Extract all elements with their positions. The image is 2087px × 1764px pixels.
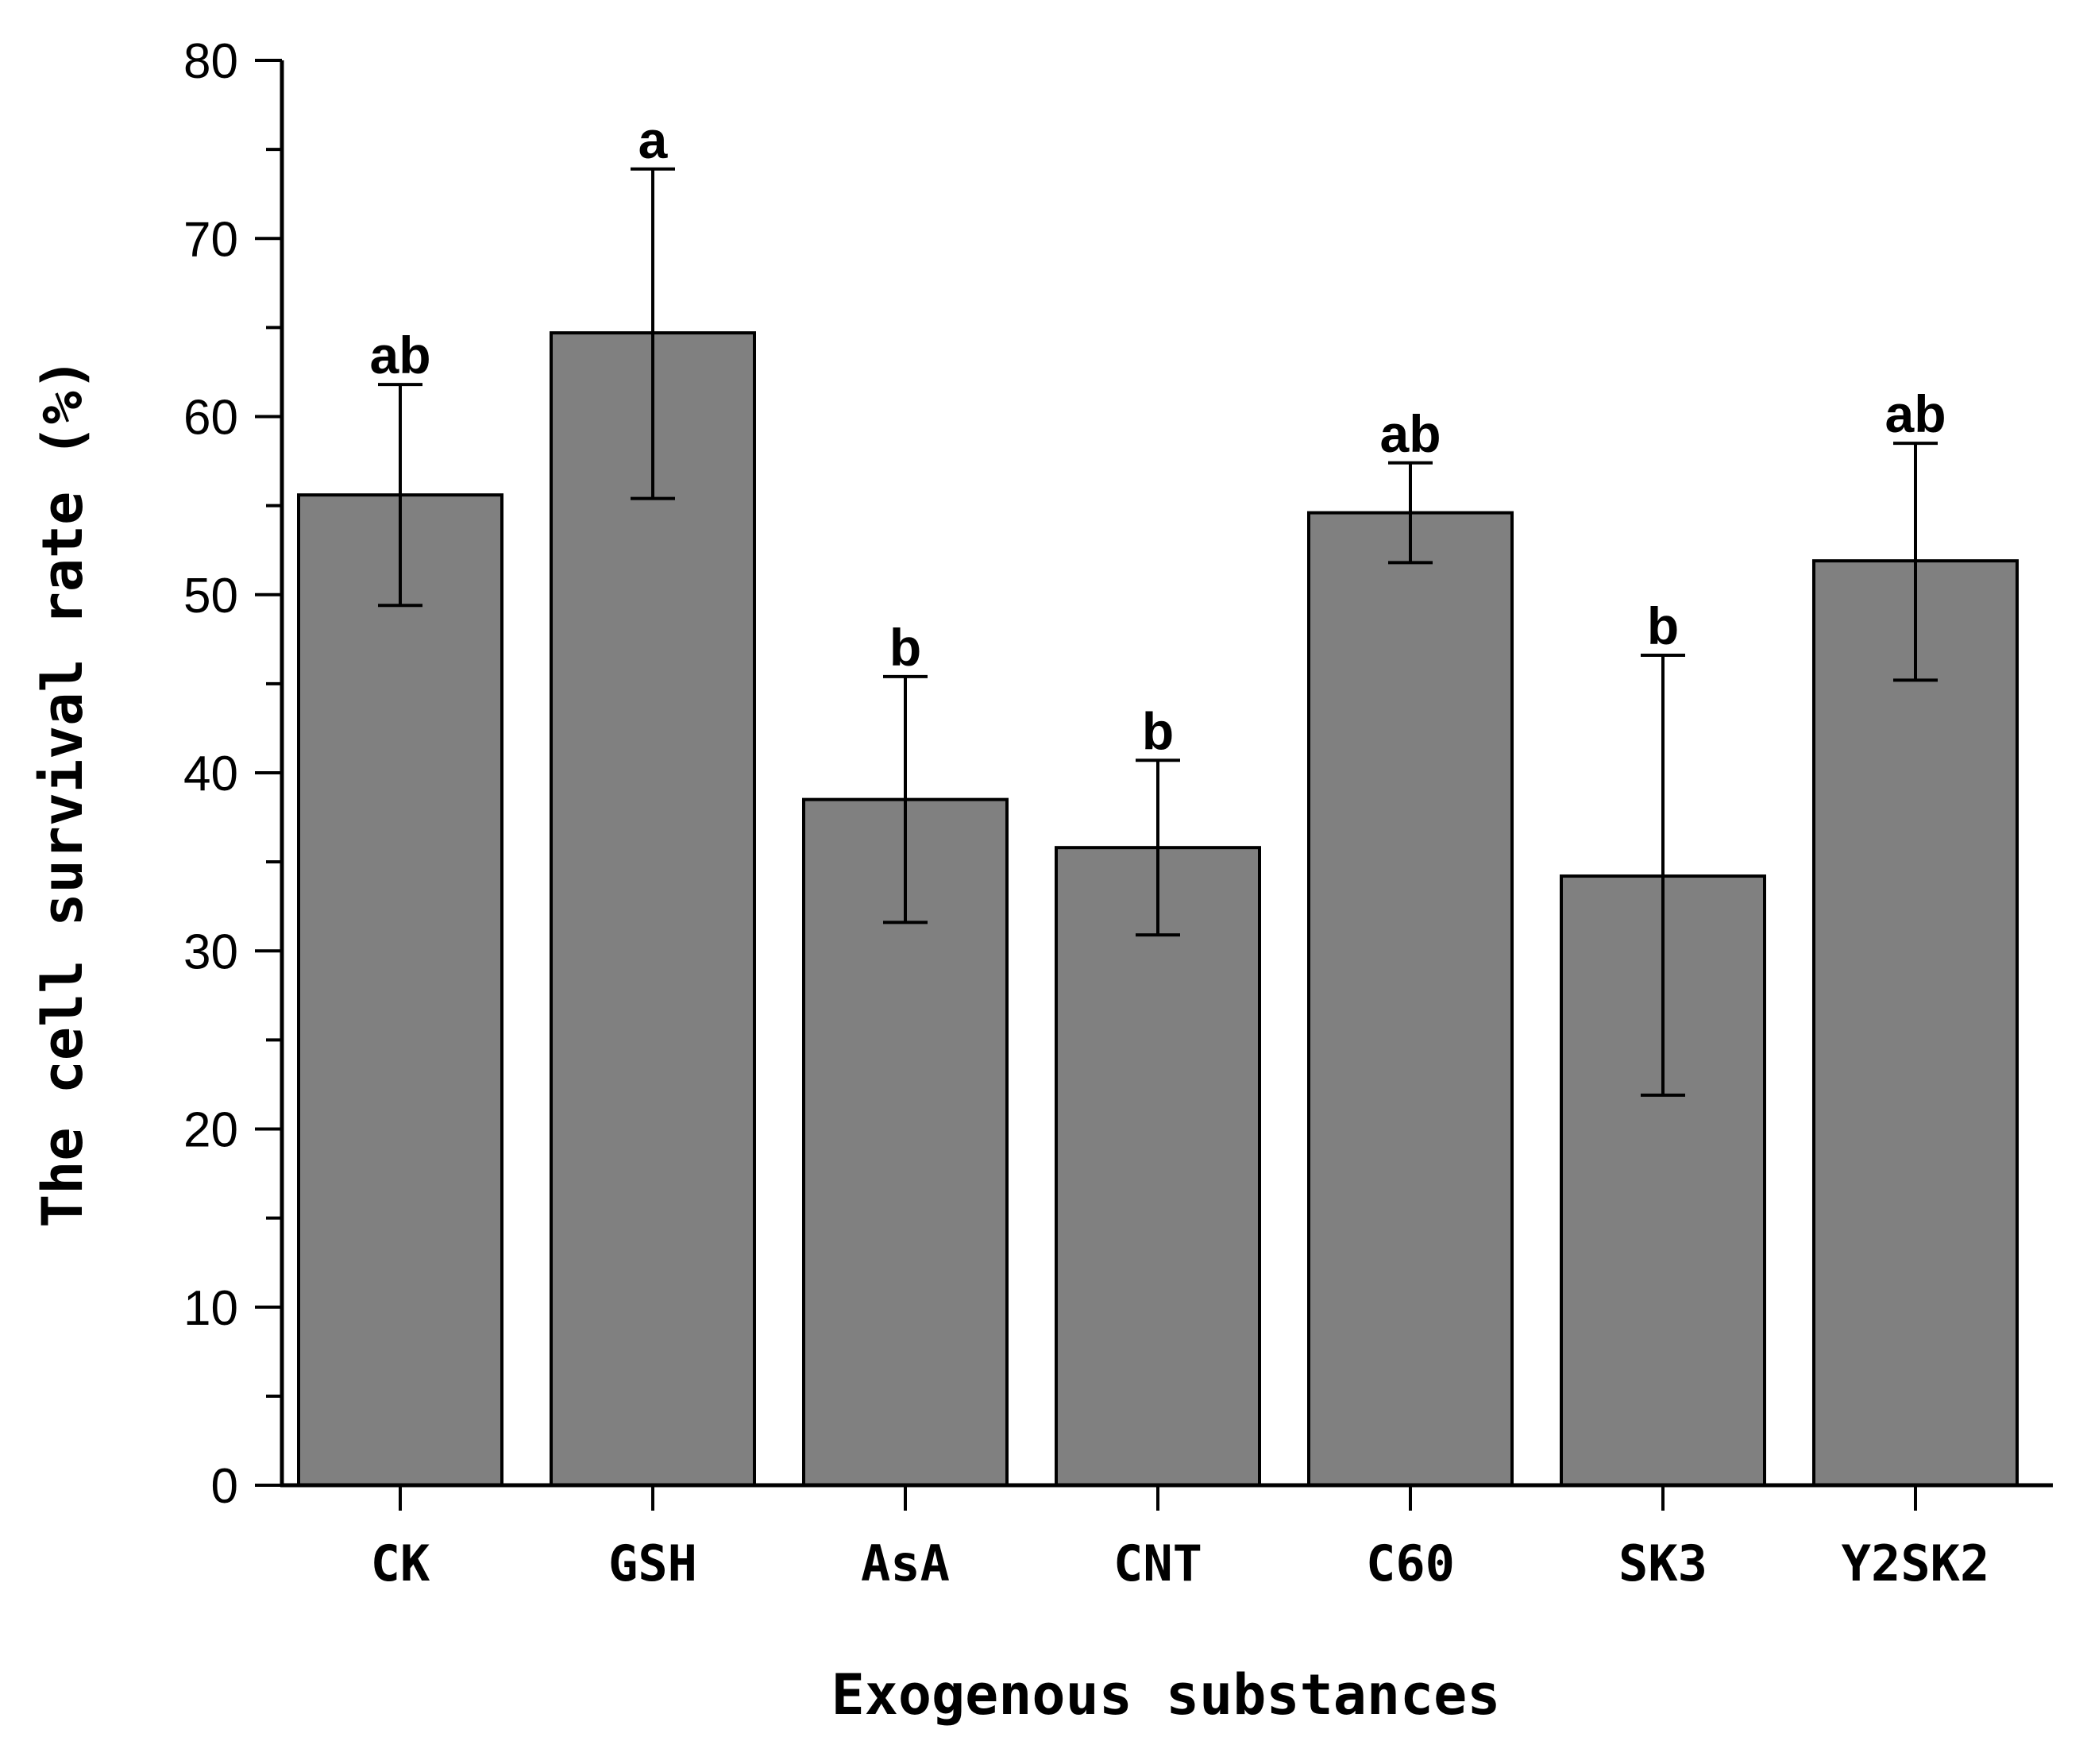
bar-ck: [297, 493, 503, 1487]
x-tick-label: CK: [371, 1534, 430, 1592]
x-ticks-layer: CK GSH AsA CNT C60 SK3 Y2SK2: [371, 1485, 1990, 1592]
bar-c60: [1307, 511, 1514, 1487]
significance-label: ab: [1884, 384, 1946, 443]
y-tick-label: 50: [183, 569, 238, 623]
bar-gsh: [550, 331, 756, 1487]
y-tick-label: 70: [183, 212, 238, 267]
significance-label: b: [1647, 596, 1679, 655]
y-ticks-layer: 0 10 20 30 40 50 60 70 80: [183, 34, 282, 1514]
y-axis-title: The cell survival rate (%): [30, 357, 95, 1228]
x-tick-label: GSH: [608, 1534, 697, 1592]
x-tick-label: C60: [1366, 1534, 1455, 1592]
significance-label: b: [1142, 701, 1174, 760]
significance-label: ab: [369, 326, 430, 384]
significance-label: ab: [1379, 404, 1441, 463]
y-tick-label: 40: [183, 747, 238, 801]
bar-cnt: [1055, 846, 1261, 1488]
y-tick-label: 30: [183, 924, 238, 979]
y-tick-label: 10: [183, 1281, 238, 1336]
y-tick-label: 20: [183, 1103, 238, 1158]
significance-label: b: [889, 618, 921, 677]
x-tick-label: AsA: [861, 1534, 950, 1592]
x-tick-label: SK3: [1618, 1534, 1707, 1592]
bar-y2sk2: [1812, 559, 2019, 1488]
x-axis-title: Exogenous substances: [831, 1662, 1501, 1727]
y-tick-label: 80: [183, 34, 238, 89]
x-tick-label: CNT: [1113, 1534, 1202, 1592]
error-bars-layer: [378, 167, 1938, 1097]
y-tick-label: 60: [183, 391, 238, 446]
y-tick-label: 0: [211, 1459, 238, 1514]
x-tick-label: Y2SK2: [1842, 1534, 1990, 1592]
significance-label: a: [638, 110, 669, 169]
